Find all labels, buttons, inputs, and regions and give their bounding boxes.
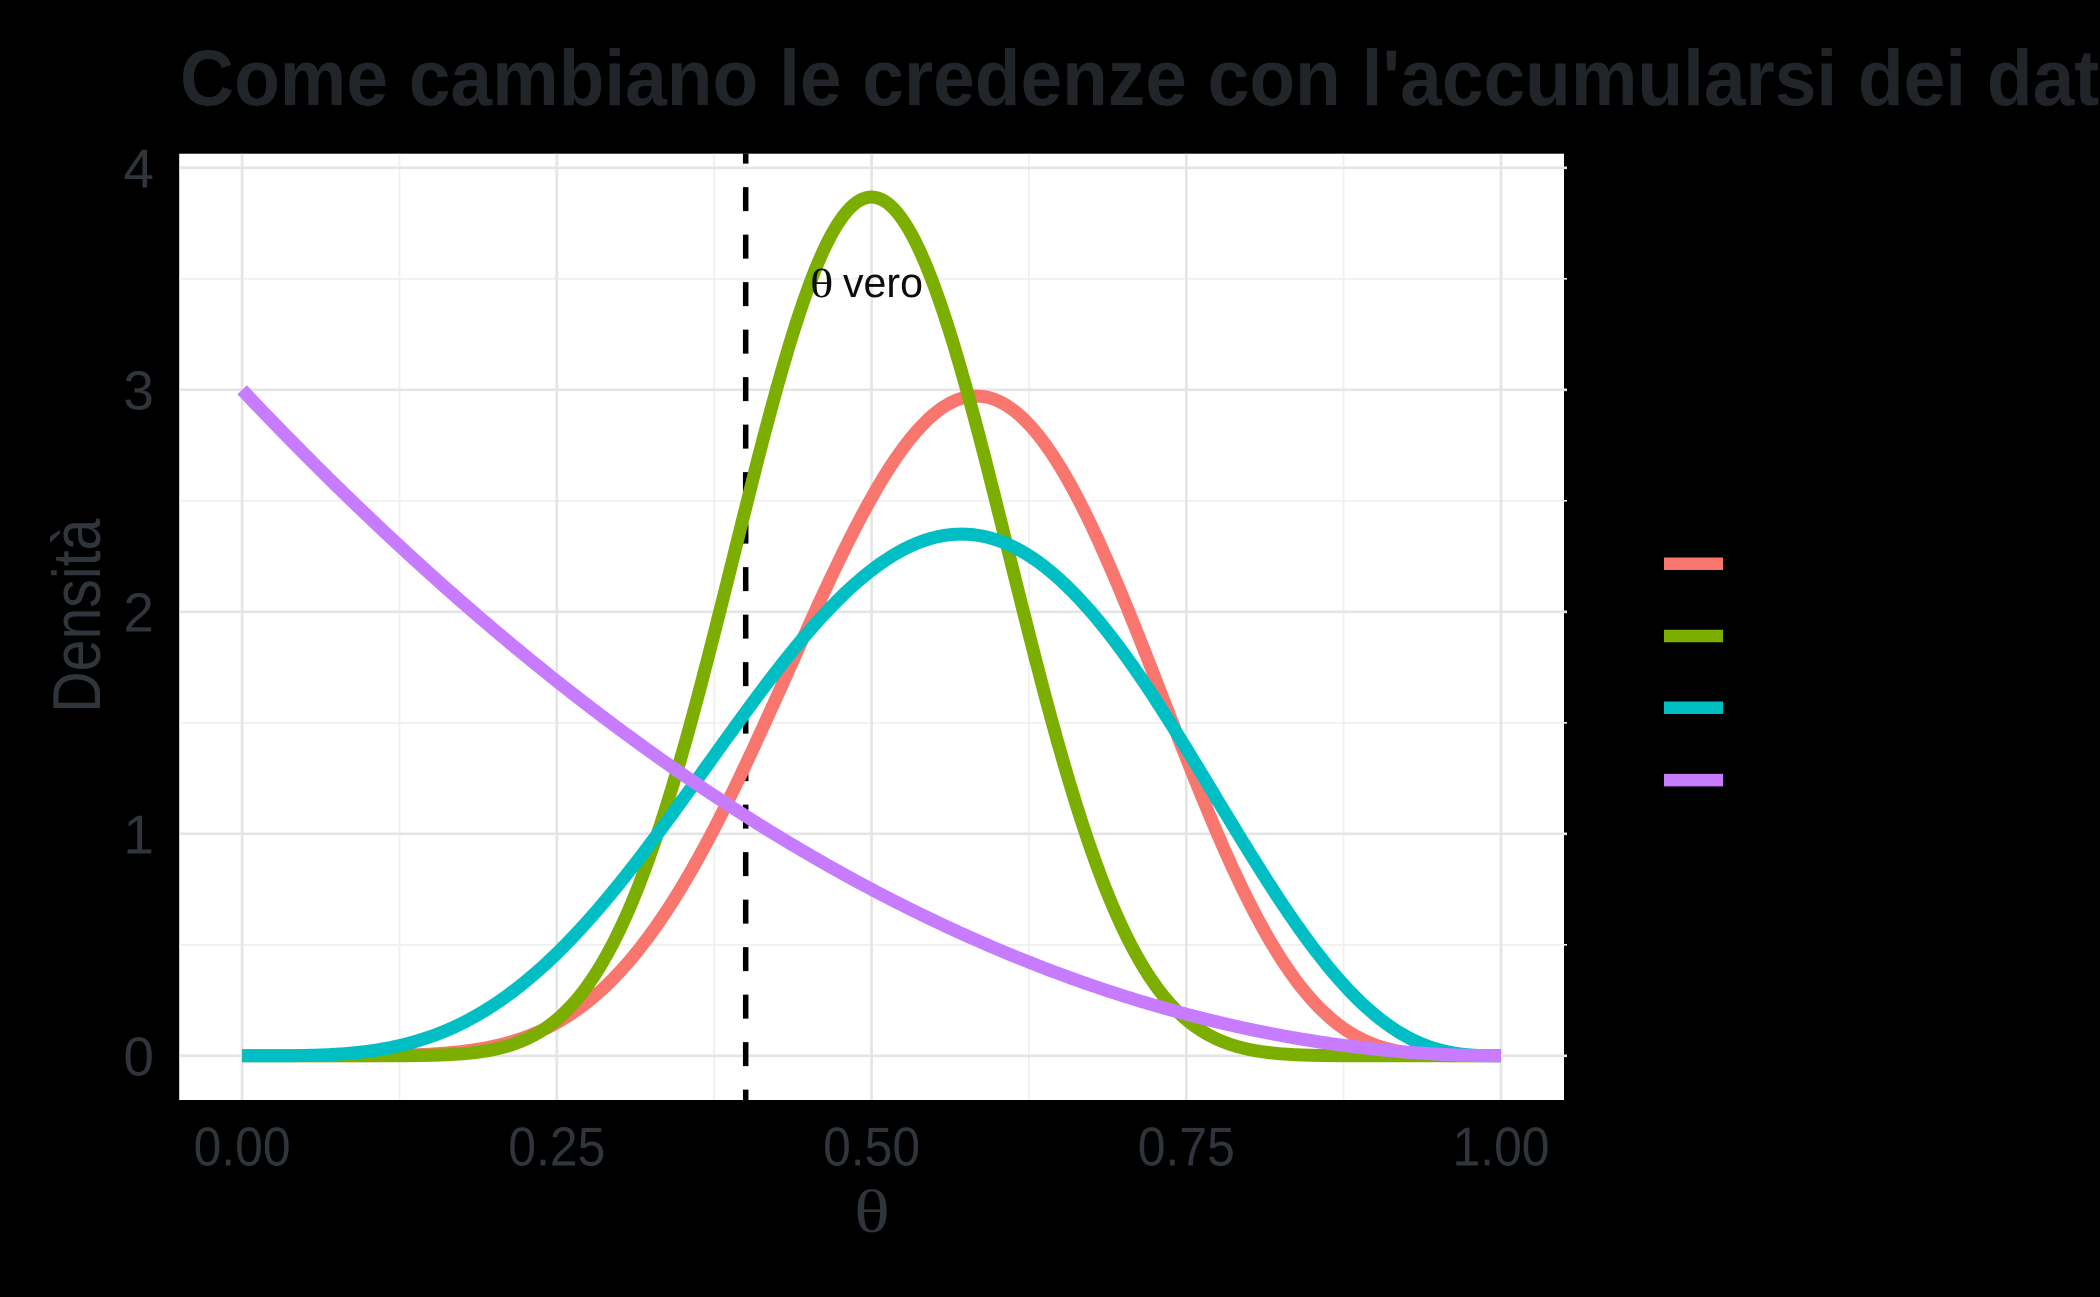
svg-text:4: 4 <box>123 138 154 200</box>
svg-text:1: 1 <box>123 804 154 866</box>
svg-text:vero: vero <box>843 259 923 306</box>
svg-text:0.25: 0.25 <box>508 1116 605 1178</box>
svg-text:Densità: Densità <box>39 519 115 713</box>
svg-text:3: 3 <box>123 360 154 422</box>
svg-text:θ: θ <box>810 261 833 306</box>
svg-text:0.00: 0.00 <box>194 1116 291 1178</box>
svg-text:0.50: 0.50 <box>823 1116 920 1178</box>
svg-text:1.00: 1.00 <box>1453 1116 1550 1178</box>
svg-text:0: 0 <box>123 1026 154 1088</box>
svg-text:0.75: 0.75 <box>1138 1116 1235 1178</box>
svg-text:Come cambiano le credenze con: Come cambiano le credenze con l'accumula… <box>180 33 2100 122</box>
svg-text:θ: θ <box>854 1179 890 1246</box>
svg-text:2: 2 <box>123 582 154 644</box>
